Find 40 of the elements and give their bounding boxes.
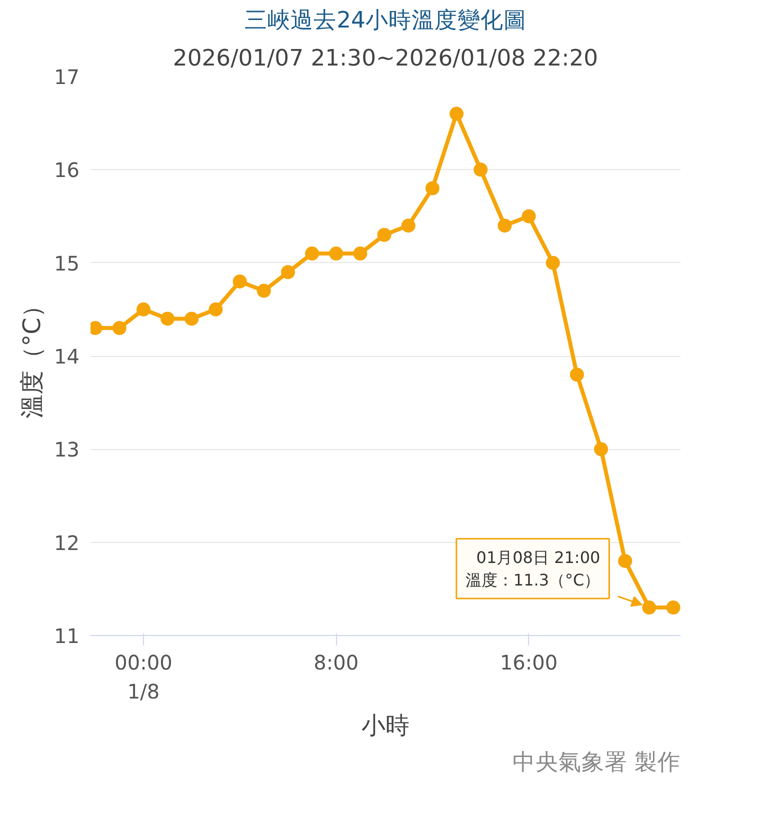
- y-axis-title: 溫度（°C）: [18, 294, 46, 418]
- point: [112, 321, 126, 336]
- x-tick-label: 16:00: [500, 650, 558, 674]
- point: [160, 312, 175, 326]
- x-tick-label: 8:00: [314, 650, 359, 674]
- text: 中央氣象署 製作: [512, 750, 680, 776]
- point: [377, 228, 392, 242]
- point: [329, 246, 344, 261]
- x-axis-title: 小時: [362, 711, 410, 740]
- point: [474, 162, 488, 177]
- y-tick-label: 14: [54, 344, 80, 368]
- y-tick-label: 13: [54, 438, 80, 462]
- x-tick-label: 00:00 1/8: [114, 650, 172, 704]
- y-tick-label: 12: [54, 530, 80, 555]
- point: [305, 246, 320, 261]
- point: [425, 181, 440, 196]
- point: [280, 265, 295, 280]
- point: [642, 600, 656, 615]
- point: [256, 284, 271, 298]
- annotation: 01月08日 21:00 溫度：11.3（°C）: [465, 548, 600, 590]
- point: [546, 256, 560, 270]
- chart-subtitle: 2026/01/07 21:30~2026/01/08 22:20: [172, 46, 598, 72]
- point: [570, 368, 584, 382]
- y-tick-label: 17: [54, 65, 80, 89]
- point: [666, 600, 680, 615]
- point: [232, 274, 247, 288]
- point: [618, 554, 632, 568]
- point: [208, 302, 223, 316]
- point: [401, 218, 416, 233]
- y-tick-label: 11: [54, 624, 80, 648]
- point: [498, 218, 512, 233]
- y-tick-label: 16: [54, 158, 80, 182]
- point: [450, 106, 464, 121]
- point: [522, 209, 536, 224]
- point: [353, 246, 368, 261]
- y-tick-label: 15: [54, 251, 80, 276]
- point: [184, 312, 199, 326]
- point: [594, 442, 608, 456]
- point: [136, 302, 150, 316]
- chart-title: 三峽過去24小時溫度變化圖: [244, 8, 526, 34]
